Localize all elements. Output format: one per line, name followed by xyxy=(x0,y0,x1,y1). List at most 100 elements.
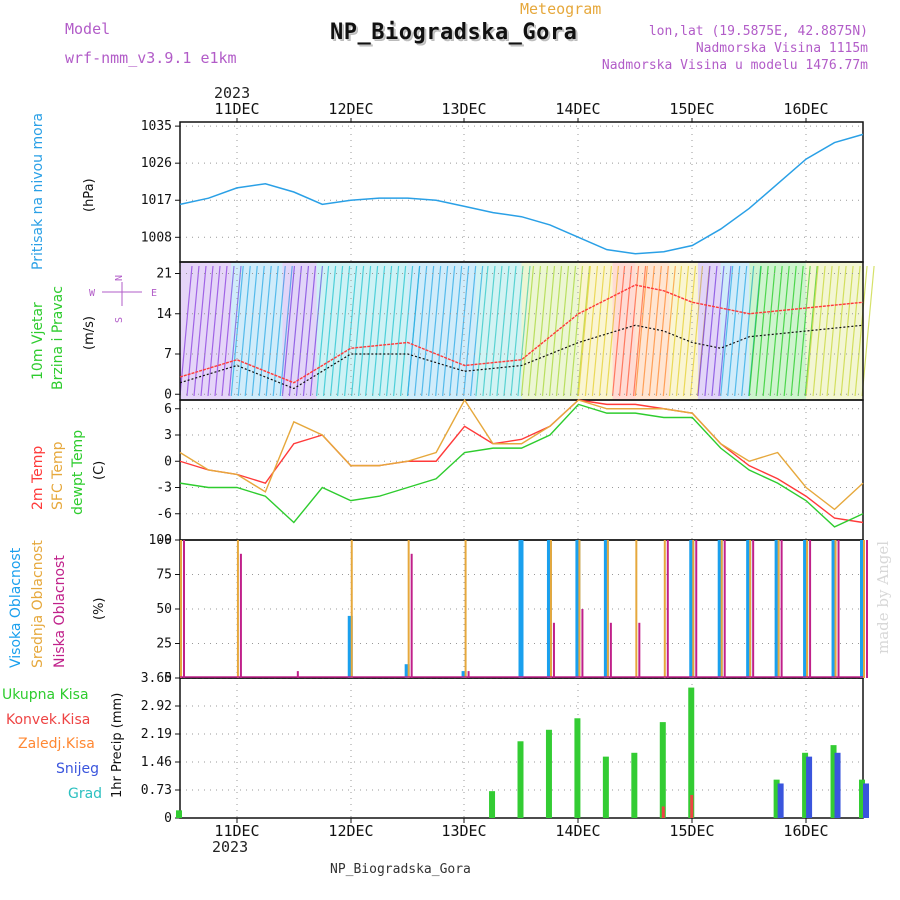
cloud-ytick-label: 25 xyxy=(156,637,172,652)
wind-barb xyxy=(400,265,414,397)
pressure-ytick-label: 1026 xyxy=(141,156,172,171)
wind-barb xyxy=(748,265,762,397)
wind-barb xyxy=(577,265,592,397)
wind-barb xyxy=(237,265,251,397)
wind-barb xyxy=(689,265,704,397)
wind-barb xyxy=(755,265,769,397)
cloud-mid-bar xyxy=(863,540,865,678)
wind-barb xyxy=(496,265,510,397)
wind-barb xyxy=(769,265,783,397)
precip-rain-bar xyxy=(659,722,666,818)
cloud-ytick-label: 75 xyxy=(156,568,172,583)
wind-barb xyxy=(470,265,484,397)
precip-rain-bar xyxy=(688,687,695,818)
footer-station: NP_Biogradska_Gora xyxy=(330,862,471,877)
x-day-label-bottom: 11DEC xyxy=(214,822,259,840)
wind-band xyxy=(697,262,721,400)
cloud-high-bar xyxy=(717,540,723,678)
wind-barb xyxy=(503,265,517,397)
wind-barb xyxy=(309,265,324,397)
wind-barb xyxy=(527,265,542,397)
compass-e: E xyxy=(151,288,157,299)
wind-barb xyxy=(407,265,421,397)
cloud-mid-bar xyxy=(350,540,353,678)
wind-barb xyxy=(727,265,741,397)
wind-barb xyxy=(641,265,655,397)
wind-barb xyxy=(482,265,496,397)
temp-ytick-label: -3 xyxy=(156,481,172,496)
precip-rain-bar xyxy=(830,745,837,818)
pressure-ytick-label: 1008 xyxy=(141,230,172,245)
cloud-high-bar xyxy=(575,540,581,678)
cloud-low-bar xyxy=(723,540,726,678)
precip-conv-bar xyxy=(690,794,694,818)
wind-barb xyxy=(541,265,556,397)
wind-barb xyxy=(648,265,662,397)
wind-barb xyxy=(720,265,734,397)
wind-barb xyxy=(605,265,620,397)
cloud-mid-bar xyxy=(578,540,581,678)
cloud-low-bar xyxy=(410,553,413,678)
cloud-high-bar xyxy=(404,664,410,678)
cloud-low-bar xyxy=(581,609,584,678)
wind-barb xyxy=(193,265,207,397)
wind-barb xyxy=(833,265,847,397)
wind-barb xyxy=(428,265,442,397)
wind-barb xyxy=(442,265,456,397)
model-label: Model xyxy=(65,20,111,38)
wind-barb xyxy=(611,265,626,397)
temp-ytick-label: 0 xyxy=(164,454,172,469)
wind-barb xyxy=(265,265,279,397)
cloud-mid-bar xyxy=(464,540,467,678)
lonlat-label: lon,lat (19.5875E, 42.8875N) xyxy=(648,24,868,39)
precip-snow-bar xyxy=(863,783,869,818)
x-day-label-top: 14DEC xyxy=(555,100,600,118)
wind-barb xyxy=(812,265,826,397)
legend-konvek-kisa: Konvek.Kisa xyxy=(6,712,91,728)
temp-ytick-label: 3 xyxy=(164,428,172,443)
wind-ytick-label: 0 xyxy=(164,387,172,402)
cloud-low-bar xyxy=(183,540,185,678)
cloud-low-bar xyxy=(809,540,812,678)
precip-ytick-label: 0.73 xyxy=(141,783,172,798)
wind-barb xyxy=(251,265,265,397)
wind-barb xyxy=(675,265,690,397)
legend-zaledj-kisa: Zaledj.Kisa xyxy=(18,736,95,752)
cloud-mid-bar xyxy=(407,540,410,678)
x-day-label-bottom: 15DEC xyxy=(669,822,714,840)
wind-barb xyxy=(591,265,606,397)
wind-barb xyxy=(682,265,697,397)
precip-rain-bar xyxy=(489,791,496,818)
precip-rain-bar xyxy=(574,718,581,818)
wind-barb xyxy=(854,265,868,397)
x-day-label-top: 12DEC xyxy=(328,100,373,118)
wind-barb xyxy=(244,265,258,397)
wind-barb xyxy=(316,265,330,397)
x-day-label-bottom: 14DEC xyxy=(555,822,600,840)
precip-rain-bar xyxy=(859,779,865,818)
wind-barb xyxy=(625,265,640,397)
wind-barb xyxy=(323,265,337,397)
legend-grad: Grad xyxy=(68,786,103,802)
cloud-high-bar xyxy=(689,540,695,678)
wind-barb xyxy=(790,265,804,397)
x-day-label-top: 16DEC xyxy=(783,100,828,118)
wind-barb xyxy=(463,265,477,397)
precip-snow-bar xyxy=(777,783,784,818)
cloud-low-bar xyxy=(467,671,470,678)
temp-2m-line xyxy=(179,399,864,524)
wind-barb xyxy=(520,265,535,397)
wind-barb xyxy=(456,265,470,397)
wind-barb xyxy=(295,265,310,397)
wind-ytick-label: 21 xyxy=(156,267,172,282)
wind-barb xyxy=(804,265,818,397)
legend-ukupna-kisa: Ukupna Kisa xyxy=(2,687,89,703)
cloud-ytick-label: 50 xyxy=(156,602,172,617)
wind-barb xyxy=(805,265,819,397)
cloud-mid-bar xyxy=(549,540,552,678)
precip-ytick-label: 2.92 xyxy=(141,699,172,714)
precip-ytick-label: 1.46 xyxy=(141,755,172,770)
cloud-high-bar xyxy=(774,540,780,678)
wind-barb xyxy=(302,265,317,397)
